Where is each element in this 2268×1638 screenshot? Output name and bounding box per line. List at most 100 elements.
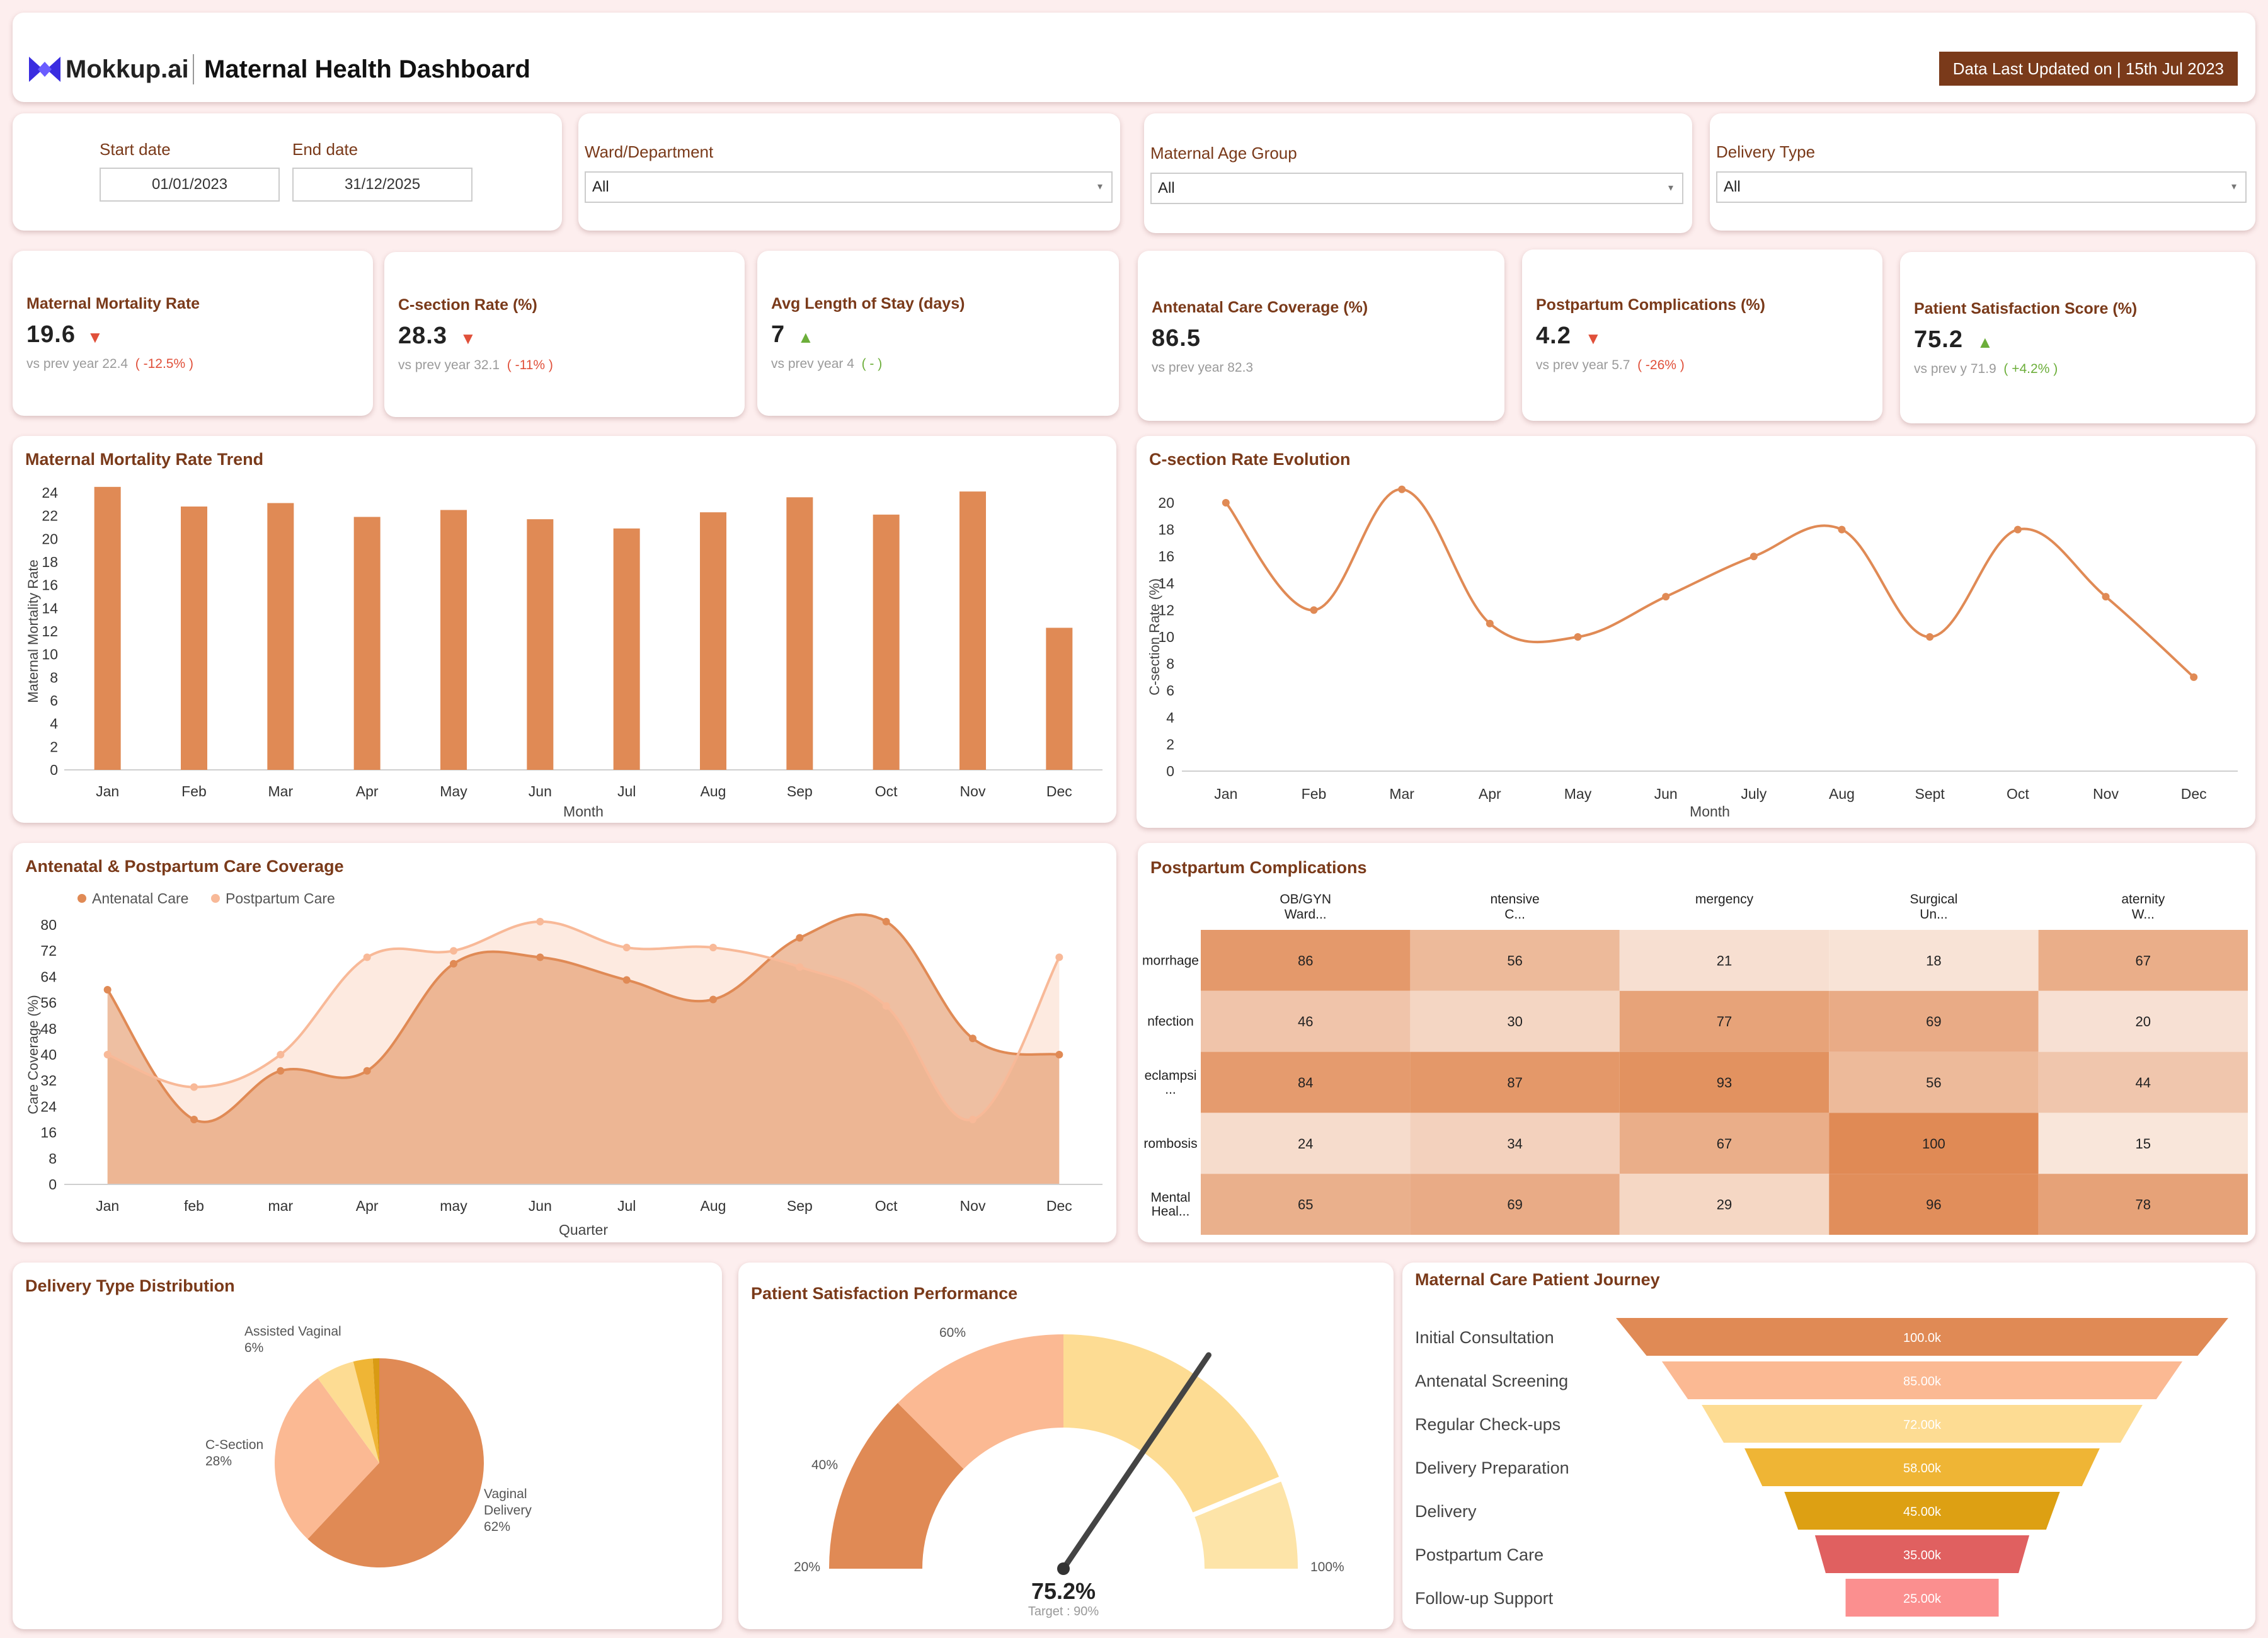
kpi-comparison: vs prev year 4 ( - ) xyxy=(771,357,883,371)
column-header: OB/GYN Ward... xyxy=(1280,892,1331,922)
row-header: Mental Heal... xyxy=(1150,1191,1190,1219)
x-tick-label: Jan xyxy=(96,783,119,799)
delivery-type-distribution-card: Delivery Type Distribution Vaginal Delive… xyxy=(13,1263,722,1629)
x-tick-label: Aug xyxy=(701,783,726,799)
delivery-type-pie-chart: Vaginal Delivery 62% C-Section 28% Assisted V… xyxy=(205,1324,532,1567)
y-tick-label: 0 xyxy=(49,1176,57,1193)
cell-value: 44 xyxy=(2136,1075,2151,1091)
start-date-input[interactable]: 01/01/2023 xyxy=(100,168,280,202)
kpi-card-mortality: Maternal Mortality Rate 19.6 ▼ vs prev y… xyxy=(13,251,373,416)
data-point xyxy=(363,1067,371,1075)
series-line xyxy=(106,913,1060,1123)
gauge-needle xyxy=(1060,1352,1211,1572)
data-point xyxy=(1055,953,1063,961)
funnel-stage xyxy=(1744,1448,2100,1486)
bar xyxy=(527,519,554,770)
chart-title: Maternal Mortality Rate Trend xyxy=(25,450,264,469)
data-point xyxy=(1055,1051,1063,1058)
heatmap-cell xyxy=(2038,930,2248,991)
slice-label: C-Section 28% xyxy=(205,1438,263,1469)
cell-value: 87 xyxy=(1507,1075,1522,1091)
cell-value: 56 xyxy=(1926,1075,1941,1091)
data-point xyxy=(1574,633,1582,641)
bar xyxy=(267,503,294,770)
heatmap-cell xyxy=(1829,1113,2039,1174)
ward-select[interactable]: All ▾ xyxy=(585,171,1113,203)
age-group-select[interactable]: All ▾ xyxy=(1150,173,1683,204)
slice-label: Assisted Vaginal 6% xyxy=(244,1324,341,1355)
heatmap-cell xyxy=(1410,1174,1620,1235)
y-tick-label: 20 xyxy=(42,530,58,547)
postpartum-complications-card: Postpartum Complications OB/GYN Ward... nt… xyxy=(1138,843,2255,1242)
x-tick-label: Nov xyxy=(960,783,986,799)
data-point xyxy=(1838,525,1846,534)
heatmap-cell xyxy=(1201,990,1411,1052)
y-tick-label: 24 xyxy=(40,1098,57,1114)
funnel-value: 25.00k xyxy=(1903,1592,1942,1606)
heatmap-cell xyxy=(1410,930,1620,991)
x-tick-label: Oct xyxy=(2007,786,2029,802)
y-tick-label: 8 xyxy=(50,669,58,685)
trend-down-icon: ▼ xyxy=(1585,329,1601,348)
cell-value: 21 xyxy=(1717,953,1732,968)
gauge-needle-hub xyxy=(1057,1562,1070,1575)
bar xyxy=(440,510,467,770)
data-point xyxy=(1310,606,1318,614)
x-tick-label: Feb xyxy=(1302,786,1327,802)
ward-filter: Ward/Department All ▾ xyxy=(578,113,1120,231)
y-tick-label: 18 xyxy=(1158,522,1174,538)
end-date-input[interactable]: 31/12/2025 xyxy=(292,168,472,202)
data-point xyxy=(536,917,544,925)
column-header: ntensive C... xyxy=(1490,892,1539,922)
heatmap-cell xyxy=(1410,990,1620,1052)
cell-value: 30 xyxy=(1507,1014,1522,1029)
funnel-stage xyxy=(1702,1405,2143,1443)
y-tick-label: 12 xyxy=(1158,602,1174,618)
x-tick-label: July xyxy=(1741,786,1767,802)
funnel-stage xyxy=(1814,1535,2030,1573)
y-tick-label: 10 xyxy=(1158,629,1174,645)
patient-journey-funnel-card: Maternal Care Patient Journey 100.0k Init… xyxy=(1402,1263,2255,1629)
x-tick-label: Jan xyxy=(96,1198,119,1214)
data-point xyxy=(1750,553,1758,561)
y-tick-label: 8 xyxy=(49,1150,57,1167)
x-tick-label: Dec xyxy=(1046,783,1072,799)
delivery-type-select[interactable]: All ▾ xyxy=(1716,171,2247,203)
legend-label: Antenatal Care xyxy=(92,890,188,907)
data-point xyxy=(2190,673,2198,681)
y-tick-label: 80 xyxy=(40,917,57,933)
heatmap-cell xyxy=(1829,1051,2039,1113)
data-point xyxy=(1662,593,1670,601)
x-tick-label: Jun xyxy=(529,1198,552,1214)
row-header: morrhage xyxy=(1142,953,1199,968)
x-tick-label: Jun xyxy=(1654,786,1678,802)
x-tick-label: Jul xyxy=(617,783,636,799)
data-point xyxy=(277,1067,285,1075)
bar xyxy=(613,528,640,770)
data-point xyxy=(709,944,717,952)
kpi-value: 7 xyxy=(771,321,786,348)
complications-heatmap: OB/GYN Ward... ntensive C... mergency Surgica… xyxy=(1142,892,2248,1235)
start-date-label: Start date xyxy=(100,140,171,159)
data-updated-badge: Data Last Updated on | 15th Jul 2023 xyxy=(1939,52,2238,86)
x-tick-label: feb xyxy=(184,1198,204,1214)
data-point xyxy=(103,986,112,994)
funnel-stage-label: Follow-up Support xyxy=(1415,1589,1554,1608)
kpi-label: Postpartum Complications (%) xyxy=(1536,296,1765,314)
series-line xyxy=(1225,488,2195,679)
heatmap-cell xyxy=(2038,990,2248,1052)
heatmap-cell xyxy=(1829,990,2039,1052)
gauge-band xyxy=(897,1334,1063,1469)
funnel-value: 100.0k xyxy=(1903,1331,1942,1345)
y-tick-label: 24 xyxy=(42,484,58,501)
x-tick-label: Jun xyxy=(529,783,552,799)
x-tick-label: Apr xyxy=(356,1198,379,1214)
x-tick-label: Oct xyxy=(875,783,898,799)
x-tick-label: Jan xyxy=(1214,786,1237,802)
trend-down-icon: ▼ xyxy=(87,328,103,346)
cell-value: 67 xyxy=(2136,953,2151,968)
y-tick-label: 14 xyxy=(1158,575,1174,592)
x-tick-label: Feb xyxy=(181,783,207,799)
kpi-value: 86.5 xyxy=(1152,325,1201,352)
